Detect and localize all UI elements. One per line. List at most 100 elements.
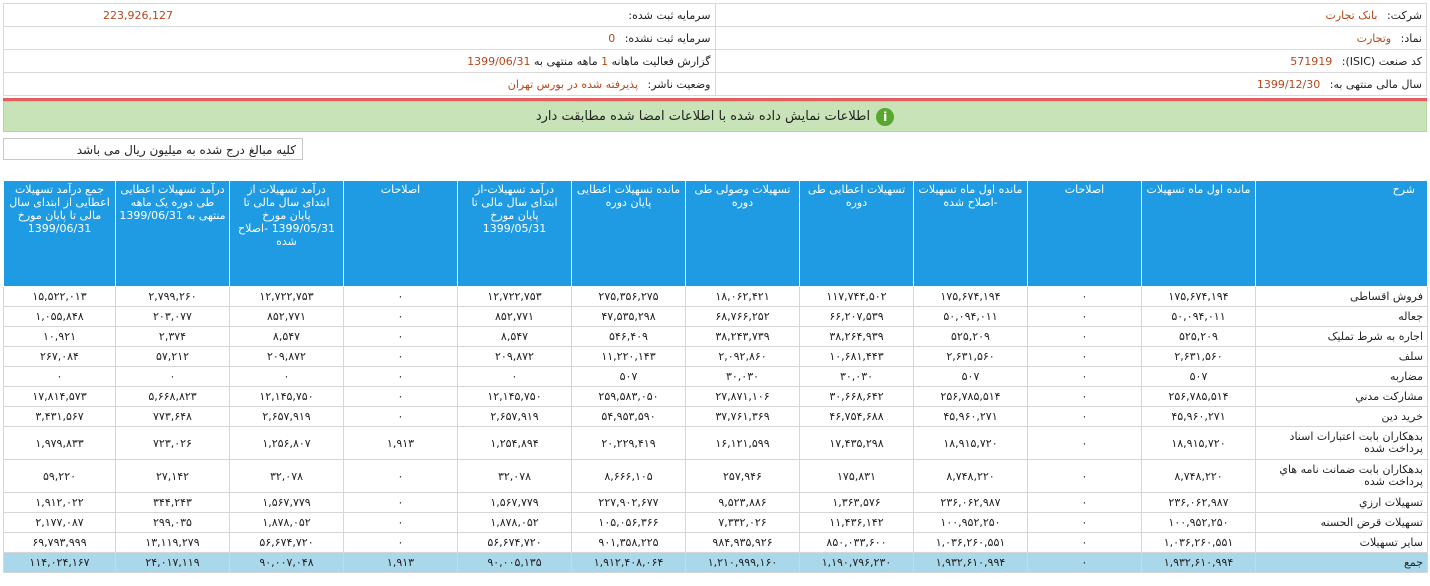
column-header: جمع درآمد تسهیلات اعطایی از ابتدای سال م… — [3, 180, 116, 287]
table-cell: ۰ — [343, 326, 458, 347]
table-cell: ۱۷,۸۱۴,۵۷۳ — [3, 386, 116, 407]
total-label: جمع — [1255, 552, 1428, 573]
table-cell: ۴۵,۹۶۰,۲۷۱ — [1141, 406, 1256, 427]
total-cell: ۹۰,۰۰۷,۰۴۸ — [229, 552, 344, 573]
table-cell: ۹۰۱,۳۵۸,۲۲۵ — [571, 532, 686, 553]
table-cell: ۰ — [1027, 346, 1142, 367]
report-date: 1399/06/31 — [467, 54, 531, 68]
fiscal-label: سال مالی منتهی به: — [1329, 77, 1422, 91]
row-label: تسهیلات ارزي — [1255, 492, 1428, 513]
table-cell: ۷,۳۳۲,۰۲۶ — [685, 512, 800, 533]
table-cell: ۲۰۹,۸۷۲ — [457, 346, 572, 367]
total-row: جمع ۱,۹۳۲,۶۱۰,۹۹۴ ۰ ۱,۹۳۲,۶۱۰,۹۹۴ ۱,۱۹۰,۷۹۶,… — [3, 552, 1428, 573]
table-cell: ۳۴۴,۲۴۳ — [115, 492, 230, 513]
status-cell: وضعیت ناشر: پذیرفته شده در بورس تهران — [3, 72, 716, 96]
table-cell: ۰ — [1027, 306, 1142, 327]
row-label: اجاره به شرط تمليک — [1255, 326, 1428, 347]
table-cell: ۲۷۵,۳۵۶,۲۷۵ — [571, 286, 686, 307]
separator-line — [3, 98, 1427, 101]
table-cell: ۱,۵۶۷,۷۷۹ — [229, 492, 344, 513]
symbol-value[interactable]: وتجارت — [1356, 31, 1392, 45]
total-cell: ۱,۹۳۲,۶۱۰,۹۹۴ — [913, 552, 1028, 573]
table-row: بدهکاران بابت ضمانت نامه هاي پرداخت شده ۸… — [3, 459, 1428, 493]
table-cell: ۱۰۵,۰۵۶,۳۶۶ — [571, 512, 686, 533]
table-row: سلف ۲,۶۳۱,۵۶۰ ۰ ۲,۶۳۱,۵۶۰ ۱۰,۶۸۱,۴۴۳ ۲,۰۹۲,۸۶… — [3, 346, 1428, 367]
table-cell: ۱,۲۵۶,۸۰۷ — [229, 426, 344, 460]
table-cell: ۲۵۶,۷۸۵,۵۱۴ — [1141, 386, 1256, 407]
table-cell: ۱۰۰,۹۵۲,۲۵۰ — [1141, 512, 1256, 533]
table-cell: ۰ — [1027, 426, 1142, 460]
table-row: سایر تسهیلات ۱,۰۳۶,۲۶۰,۵۵۱ ۰ ۱,۰۳۶,۲۶۰,۵۵۱ ۸… — [3, 532, 1428, 553]
table-cell: ۳۲,۰۷۸ — [457, 459, 572, 493]
table-cell: ۶۶,۲۰۷,۵۳۹ — [799, 306, 914, 327]
company-cell: شرکت: بانک تجارت — [714, 3, 1427, 27]
table-cell: ۱۷۵,۸۳۱ — [799, 459, 914, 493]
table-cell: ۲,۰۹۲,۸۶۰ — [685, 346, 800, 367]
table-cell: ۱۲,۱۴۵,۷۵۰ — [457, 386, 572, 407]
table-cell: ۱,۸۷۸,۰۵۲ — [457, 512, 572, 533]
status-label: وضعیت ناشر: — [647, 77, 711, 91]
table-cell: ۳۲,۰۷۸ — [229, 459, 344, 493]
table-cell: ۲۶۷,۰۸۴ — [3, 346, 116, 367]
table-cell: ۱۷,۴۳۵,۲۹۸ — [799, 426, 914, 460]
table-cell: ۱۳,۱۱۹,۲۷۹ — [115, 532, 230, 553]
table-cell: ۱۸,۹۱۵,۷۲۰ — [913, 426, 1028, 460]
table-cell: ۸,۷۴۸,۲۲۰ — [1141, 459, 1256, 493]
total-cell: ۲۴,۰۱۷,۱۱۹ — [115, 552, 230, 573]
capital-value: 223,926,127 — [103, 8, 173, 22]
company-value[interactable]: بانک تجارت — [1325, 8, 1378, 22]
table-cell: ۲۳۶,۰۶۲,۹۸۷ — [1141, 492, 1256, 513]
column-header: مانده اول ماه تسهیلات — [1141, 180, 1256, 287]
capital-label: سرمایه ثبت شده: — [628, 8, 711, 22]
table-cell: ۱۱۷,۷۴۴,۵۰۲ — [799, 286, 914, 307]
row-label: بدهکاران بابت اعتبارات اسناد پرداخت شده — [1255, 426, 1428, 460]
report-prefix: گزارش فعالیت ماهانه — [611, 54, 711, 68]
table-cell: ۰ — [343, 492, 458, 513]
table-cell: ۱,۰۳۶,۲۶۰,۵۵۱ — [1141, 532, 1256, 553]
fiscal-value: 1399/12/30 — [1256, 77, 1321, 91]
row-label: بدهکاران بابت ضمانت نامه هاي پرداخت شده — [1255, 459, 1428, 493]
table-cell: ۲,۱۷۷,۰۸۷ — [3, 512, 116, 533]
table-cell: ۸,۵۴۷ — [229, 326, 344, 347]
table-cell: ۲,۶۵۷,۹۱۹ — [229, 406, 344, 427]
table-cell: ۰ — [343, 406, 458, 427]
table-cell: ۵,۶۶۸,۸۲۳ — [115, 386, 230, 407]
table-cell: ۰ — [1027, 326, 1142, 347]
verification-message: اطلاعات نمایش داده شده با اطلاعات امضا ش… — [535, 109, 871, 124]
capital-cell: سرمایه ثبت شده: 223,926,127 — [3, 3, 716, 27]
row-label: مشارکت مدني — [1255, 386, 1428, 407]
table-cell: ۰ — [1027, 459, 1142, 493]
table-cell: ۲,۶۳۱,۵۶۰ — [1141, 346, 1256, 367]
table-row: مشارکت مدني ۲۵۶,۷۸۵,۵۱۴ ۰ ۲۵۶,۷۸۵,۵۱۴ ۳۰,۶۶۸… — [3, 386, 1428, 407]
row-label: خريد دين — [1255, 406, 1428, 427]
table-cell: ۵۹,۲۲۰ — [3, 459, 116, 493]
table-cell: ۱,۸۷۸,۰۵۲ — [229, 512, 344, 533]
table-cell: ۲۰۹,۸۷۲ — [229, 346, 344, 367]
table-cell: ۱,۵۶۷,۷۷۹ — [457, 492, 572, 513]
table-row: تسهیلات ارزي ۲۳۶,۰۶۲,۹۸۷ ۰ ۲۳۶,۰۶۲,۹۸۷ ۱,۳۶۳… — [3, 492, 1428, 513]
table-cell: ۲,۷۹۹,۲۶۰ — [115, 286, 230, 307]
table-cell: ۱۸,۹۱۵,۷۲۰ — [1141, 426, 1256, 460]
table-cell: ۵۶,۶۷۴,۷۲۰ — [229, 532, 344, 553]
table-cell: ۰ — [343, 512, 458, 533]
table-cell: ۵۲۵,۲۰۹ — [913, 326, 1028, 347]
table-cell: ۶۹,۷۹۳,۹۹۹ — [3, 532, 116, 553]
table-cell: ۱۱,۴۳۶,۱۴۲ — [799, 512, 914, 533]
table-cell: ۱۱,۲۲۰,۱۴۳ — [571, 346, 686, 367]
table-cell: ۱۲,۷۲۲,۷۵۳ — [229, 286, 344, 307]
table-cell: ۶۸,۷۶۶,۲۵۲ — [685, 306, 800, 327]
table-cell: ۲۷,۸۷۱,۱۰۶ — [685, 386, 800, 407]
column-header: تسهیلات وصولی طی دوره — [685, 180, 800, 287]
row-label: تسهیلات قرض الحسنه — [1255, 512, 1428, 533]
unreg-capital-label: سرمایه ثبت نشده: — [624, 31, 711, 45]
table-cell: ۱,۹۱۲,۰۲۲ — [3, 492, 116, 513]
total-cell: ۱۱۴,۰۲۴,۱۶۷ — [3, 552, 116, 573]
total-cell: ۰ — [1027, 552, 1142, 573]
column-header: شرح — [1255, 180, 1428, 287]
table-cell: ۰ — [1027, 366, 1142, 387]
row-label: فروش اقساطی — [1255, 286, 1428, 307]
table-cell: ۲۷,۱۴۲ — [115, 459, 230, 493]
table-cell: ۰ — [343, 286, 458, 307]
column-header: درآمد تسهیلات اعطایی طی دوره یک ماهه منت… — [115, 180, 230, 287]
table-cell: ۳۰,۶۶۸,۶۴۲ — [799, 386, 914, 407]
